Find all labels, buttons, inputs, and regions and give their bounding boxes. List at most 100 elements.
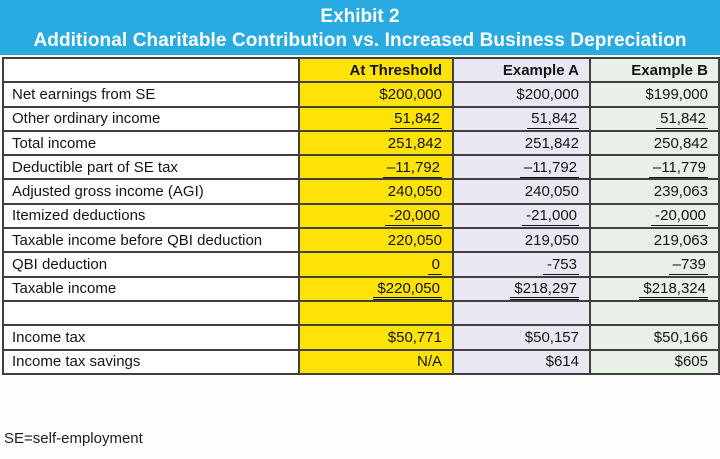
value-text: 0 bbox=[427, 256, 442, 275]
value-cell: N/A bbox=[298, 348, 454, 375]
value-text: 250,842 bbox=[653, 134, 708, 152]
value-text: 51,842 bbox=[527, 110, 579, 129]
row-label-cell: QBI deduction bbox=[2, 251, 300, 278]
exhibit-banner: Exhibit 2 Additional Charitable Contribu… bbox=[0, 0, 720, 55]
exhibit-table: At Threshold Example A Example B Net ear… bbox=[2, 56, 720, 375]
value-cell: -20,000 bbox=[298, 202, 454, 230]
row-label: QBI deduction bbox=[12, 256, 108, 274]
value-cell: -20,000 bbox=[589, 202, 720, 230]
footnote: SE=self-employment bbox=[4, 430, 143, 447]
value-cell: $220,050 bbox=[298, 275, 454, 302]
value-cell: 51,842 bbox=[589, 105, 720, 132]
value-text: 219,063 bbox=[653, 231, 708, 249]
header-cell-at-threshold: At Threshold bbox=[298, 56, 454, 84]
header-row: At Threshold Example A Example B bbox=[2, 56, 720, 84]
value-text: -753 bbox=[542, 256, 579, 275]
value-cell: $605 bbox=[589, 348, 720, 375]
value-cell bbox=[589, 299, 720, 327]
row-label: Net earnings from SE bbox=[12, 85, 156, 103]
value-text: $50,166 bbox=[653, 328, 708, 346]
row-label: Adjusted gross income (AGI) bbox=[12, 183, 204, 201]
value-text: -20,000 bbox=[651, 207, 708, 227]
table-row: Deductible part of SE tax –11,792 –11,792 –… bbox=[2, 154, 720, 181]
row-label: Other ordinary income bbox=[12, 110, 161, 128]
value-cell: $200,000 bbox=[452, 81, 591, 108]
spacer-row bbox=[2, 299, 720, 327]
value-cell: $199,000 bbox=[589, 81, 720, 108]
row-label-cell: Taxable income bbox=[2, 275, 300, 302]
value-text: -21,000 bbox=[522, 207, 579, 227]
row-label-cell: Itemized deductions bbox=[2, 202, 300, 230]
row-label: Itemized deductions bbox=[12, 207, 146, 225]
value-cell: 51,842 bbox=[452, 105, 591, 132]
value-cell: –11,792 bbox=[452, 154, 591, 181]
value-text: $218,297 bbox=[510, 280, 579, 299]
exhibit-number: Exhibit 2 bbox=[320, 6, 400, 27]
value-text: $200,000 bbox=[379, 85, 442, 103]
header-cell-example-b: Example B bbox=[589, 56, 720, 84]
row-label-cell: Net earnings from SE bbox=[2, 81, 300, 108]
value-text: 219,050 bbox=[524, 231, 579, 249]
value-cell: 220,050 bbox=[298, 227, 454, 254]
row-label-cell: Income tax savings bbox=[2, 348, 300, 375]
row-label-cell: Deductible part of SE tax bbox=[2, 154, 300, 181]
row-label-cell: Total income bbox=[2, 129, 300, 157]
value-text: 251,842 bbox=[387, 134, 442, 152]
value-text: 240,050 bbox=[387, 183, 442, 201]
value-text: –11,779 bbox=[648, 158, 708, 178]
value-cell: 51,842 bbox=[298, 105, 454, 132]
table-row: QBI deduction 0 -753 –739 bbox=[2, 251, 720, 278]
row-label: Income tax bbox=[12, 328, 86, 346]
value-cell: $218,297 bbox=[452, 275, 591, 302]
row-label: Total income bbox=[12, 134, 97, 152]
value-text: –739 bbox=[668, 256, 708, 275]
value-cell: –739 bbox=[589, 251, 720, 278]
value-cell bbox=[298, 299, 454, 327]
value-cell: $200,000 bbox=[298, 81, 454, 108]
exhibit-title: Additional Charitable Contribution vs. I… bbox=[33, 30, 687, 51]
row-label: Taxable income bbox=[12, 280, 117, 298]
value-cell: 240,050 bbox=[452, 178, 591, 205]
value-text: 220,050 bbox=[387, 231, 442, 249]
table-row: Adjusted gross income (AGI) 240,050 240,05… bbox=[2, 178, 720, 205]
table-row: Itemized deductions -20,000 -21,000 -20,000 bbox=[2, 202, 720, 230]
value-text: –11,792 bbox=[519, 158, 579, 178]
value-cell: 219,063 bbox=[589, 227, 720, 254]
value-cell: –11,779 bbox=[589, 154, 720, 181]
header-cell-example-a: Example A bbox=[452, 56, 591, 84]
value-cell: –11,792 bbox=[298, 154, 454, 181]
value-cell: 251,842 bbox=[298, 129, 454, 157]
value-text: N/A bbox=[416, 353, 442, 371]
value-cell: 219,050 bbox=[452, 227, 591, 254]
value-text: $605 bbox=[674, 353, 708, 371]
table-row: Taxable income before QBI deduction 220,0… bbox=[2, 227, 720, 254]
value-cell: 0 bbox=[298, 251, 454, 278]
row-label: Taxable income before QBI deduction bbox=[12, 231, 263, 249]
value-text: $614 bbox=[545, 353, 579, 371]
table-row: Income tax savings N/A $614 $605 bbox=[2, 348, 720, 375]
row-label-cell bbox=[2, 299, 300, 327]
value-text: $220,050 bbox=[373, 280, 442, 299]
header-cell-blank bbox=[2, 56, 300, 84]
row-label-cell: Income tax bbox=[2, 324, 300, 351]
value-text: 251,842 bbox=[524, 134, 579, 152]
value-cell: 250,842 bbox=[589, 129, 720, 157]
value-cell: 251,842 bbox=[452, 129, 591, 157]
table-row: Net earnings from SE $200,000 $200,000 $199… bbox=[2, 81, 720, 108]
row-label: Deductible part of SE tax bbox=[12, 158, 178, 176]
value-cell: $614 bbox=[452, 348, 591, 375]
value-text: $199,000 bbox=[645, 85, 708, 103]
value-text: -20,000 bbox=[385, 207, 442, 227]
value-cell bbox=[452, 299, 591, 327]
row-label-cell: Adjusted gross income (AGI) bbox=[2, 178, 300, 205]
value-cell: $50,771 bbox=[298, 324, 454, 351]
table-row: Taxable income $220,050 $218,297 $218,324 bbox=[2, 275, 720, 302]
value-text: 239,063 bbox=[653, 183, 708, 201]
value-text: $50,771 bbox=[387, 328, 442, 346]
value-text: 51,842 bbox=[656, 110, 708, 129]
value-cell: -753 bbox=[452, 251, 591, 278]
value-cell: $50,157 bbox=[452, 324, 591, 351]
table-row: Other ordinary income 51,842 51,842 51,842 bbox=[2, 105, 720, 132]
value-cell: 240,050 bbox=[298, 178, 454, 205]
